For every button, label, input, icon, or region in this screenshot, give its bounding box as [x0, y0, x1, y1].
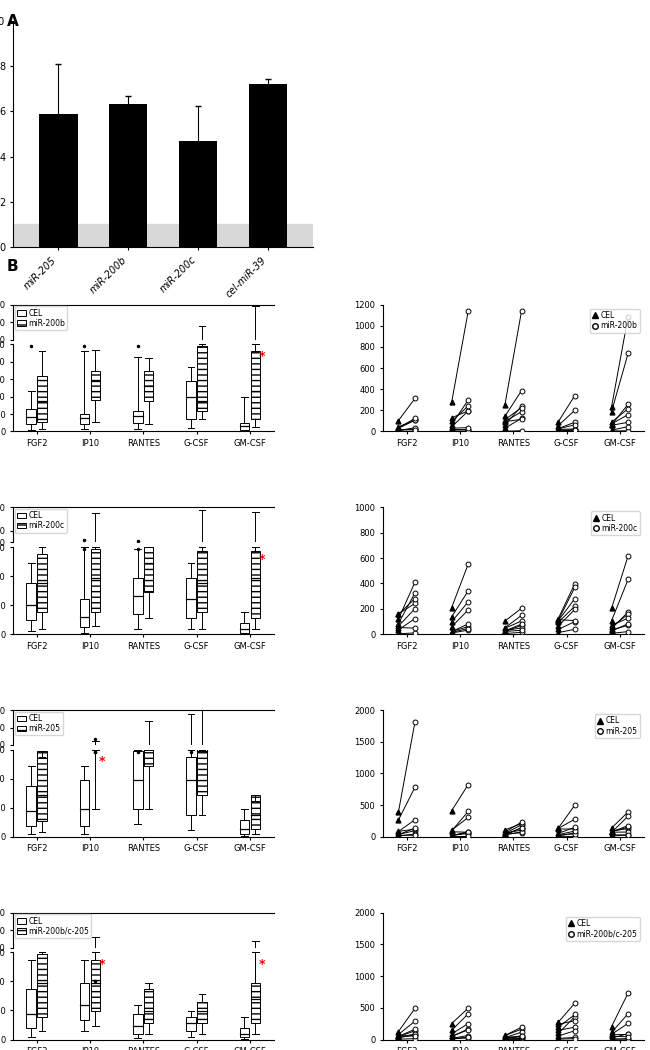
Bar [240, 1029, 249, 1037]
Bar [91, 960, 100, 1011]
Text: *: * [99, 755, 105, 769]
Bar [240, 623, 249, 633]
Legend: CEL, miR-205: CEL, miR-205 [14, 712, 62, 735]
Bar [187, 757, 196, 815]
Legend: CEL, miR-205: CEL, miR-205 [595, 714, 640, 738]
Text: B: B [6, 259, 18, 274]
Bar [133, 1014, 142, 1034]
Bar [80, 600, 89, 627]
Bar [80, 414, 89, 423]
Bar [91, 548, 100, 737]
Bar [133, 751, 142, 810]
Text: *: * [259, 350, 265, 363]
Bar [179, 141, 217, 247]
Bar [187, 578, 196, 618]
Bar [38, 376, 47, 422]
Bar [198, 693, 207, 795]
Bar [144, 543, 153, 592]
Bar [251, 551, 260, 618]
Bar [133, 578, 142, 614]
Bar [187, 381, 196, 419]
Legend: CEL, miR-200c: CEL, miR-200c [591, 511, 640, 536]
Bar [109, 104, 148, 247]
Bar [38, 954, 47, 1016]
Bar [133, 411, 142, 423]
Legend: CEL, miR-200b: CEL, miR-200b [14, 307, 68, 330]
Bar [27, 584, 36, 620]
Bar [251, 795, 260, 828]
Bar [187, 1016, 196, 1031]
Bar [38, 554, 47, 612]
Bar [27, 989, 36, 1029]
Bar [91, 548, 100, 612]
Text: *: * [99, 959, 105, 971]
Bar [240, 820, 249, 835]
Bar [198, 551, 207, 612]
Bar [27, 786, 36, 825]
Bar [144, 989, 153, 1023]
Legend: CEL, miR-200b/c-205: CEL, miR-200b/c-205 [14, 915, 92, 938]
Legend: CEL, miR-200c: CEL, miR-200c [14, 509, 67, 532]
Text: *: * [259, 552, 265, 566]
Bar [249, 84, 287, 247]
Bar [240, 423, 249, 429]
Bar [251, 352, 260, 419]
Bar [91, 372, 100, 400]
Legend: CEL, miR-200b: CEL, miR-200b [590, 309, 640, 333]
Bar [144, 635, 153, 765]
Legend: CEL, miR-200b/c-205: CEL, miR-200b/c-205 [566, 917, 640, 941]
Bar [38, 751, 47, 821]
Bar [144, 372, 153, 401]
Bar [80, 983, 89, 1020]
Text: *: * [259, 959, 265, 971]
Bar [13, 225, 313, 247]
Bar [80, 780, 89, 825]
Text: A: A [6, 15, 18, 29]
Bar [251, 983, 260, 1023]
Bar [198, 1003, 207, 1023]
Bar [27, 408, 36, 424]
Bar [39, 113, 77, 247]
Bar [198, 346, 207, 411]
